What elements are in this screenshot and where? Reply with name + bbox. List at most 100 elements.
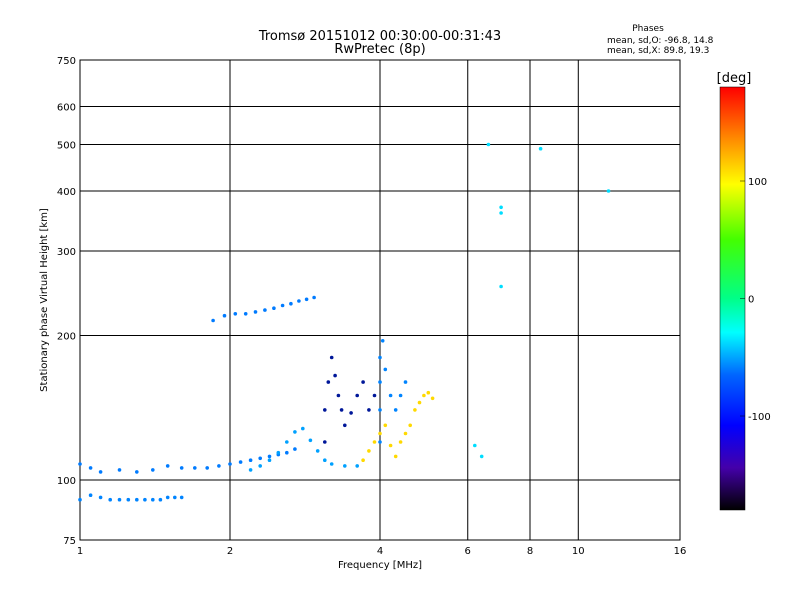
data-point [361,458,365,463]
data-point [538,146,543,151]
data-point [293,447,297,451]
data-point [329,462,334,466]
data-point [228,462,232,466]
data-point [217,464,221,468]
colorbar-label: [deg] [717,71,752,86]
y-tick-label: 100 [57,476,76,487]
data-point [473,443,477,448]
chart-subtitle: RwPretec (8p) [334,42,425,57]
data-point [403,380,408,384]
y-tick-label: 75 [63,536,76,547]
colorbar-tick-label: 0 [748,295,754,306]
data-point [205,466,209,470]
data-point [301,426,305,431]
data-point [193,466,197,470]
data-point [367,408,371,412]
data-point [486,142,491,147]
y-axis-label: Stationary phase Virtual Height [km] [39,208,50,392]
data-point [426,390,431,395]
data-point [258,464,263,468]
y-tick-label: 200 [57,332,76,343]
data-point [276,450,281,455]
data-point [380,339,385,343]
data-point [211,318,215,323]
y-tick-label: 300 [57,247,76,258]
data-point [267,458,272,463]
data-point [606,189,611,193]
data-point [297,299,301,303]
data-point [165,464,170,468]
x-tick-label: 16 [674,546,687,557]
data-point [308,438,313,443]
y-tick-label: 750 [57,56,76,67]
data-point [253,310,258,314]
chart-title: Tromsø 20151012 00:30:00-00:31:43 [258,29,501,44]
data-point [108,497,112,502]
data-point [355,464,360,468]
data-point [378,440,382,444]
data-point [248,468,253,472]
grid-lines [80,60,680,540]
data-point [430,396,435,401]
data-point [343,464,347,468]
data-point [499,284,503,289]
data-point [361,380,365,384]
data-point [285,450,289,455]
data-point [222,313,227,318]
data-point [372,393,377,398]
data-point [272,306,276,311]
data-point [98,495,103,500]
x-axis-label: Frequency [MHz] [338,560,422,571]
data-point [151,468,155,472]
data-point [258,456,263,461]
x-tick-label: 4 [377,546,383,557]
data-point [372,440,377,444]
stats-line-x: mean, sd,X: 89.8, 19.3 [607,46,709,56]
x-tick-label: 6 [465,546,471,557]
data-point [343,423,347,428]
data-point [378,380,382,384]
y-tick-label: 500 [57,141,76,152]
data-point [355,393,360,398]
data-point [398,393,403,398]
data-point [315,449,320,453]
data-point [179,495,184,500]
x-tick-labels: 1 2 4 6 8 10 16 [77,546,687,557]
data-point [78,497,82,502]
data-point [336,393,341,398]
data-point [143,497,147,502]
data-point [403,431,408,436]
data-point [285,440,289,444]
data-point [326,380,331,384]
x-tick-label: 2 [227,546,233,557]
x-tick-label: 10 [572,546,585,557]
data-point [151,497,155,502]
data-point [165,495,170,500]
data-point [248,458,253,463]
data-point [413,408,417,412]
data-point [158,497,163,502]
data-point [267,454,272,459]
data-point [393,408,398,412]
data-point [117,468,122,472]
data-point [367,449,371,453]
data-point [117,497,122,502]
data-point [422,393,426,398]
y-tick-label: 400 [57,187,76,198]
data-point [378,355,382,360]
data-point [78,462,82,466]
data-point [88,493,93,498]
data-point [408,423,413,428]
data-point [323,408,327,412]
y-tick-label: 600 [57,103,76,114]
data-point [233,312,238,316]
data-point [398,440,403,444]
data-point [304,297,309,302]
data-point [126,497,131,502]
data-point [479,454,484,459]
x-tick-label: 8 [527,546,533,557]
data-point [135,470,139,474]
data-point [383,367,388,372]
colorbar-tick-label: 100 [748,177,767,188]
data-point [349,411,353,415]
